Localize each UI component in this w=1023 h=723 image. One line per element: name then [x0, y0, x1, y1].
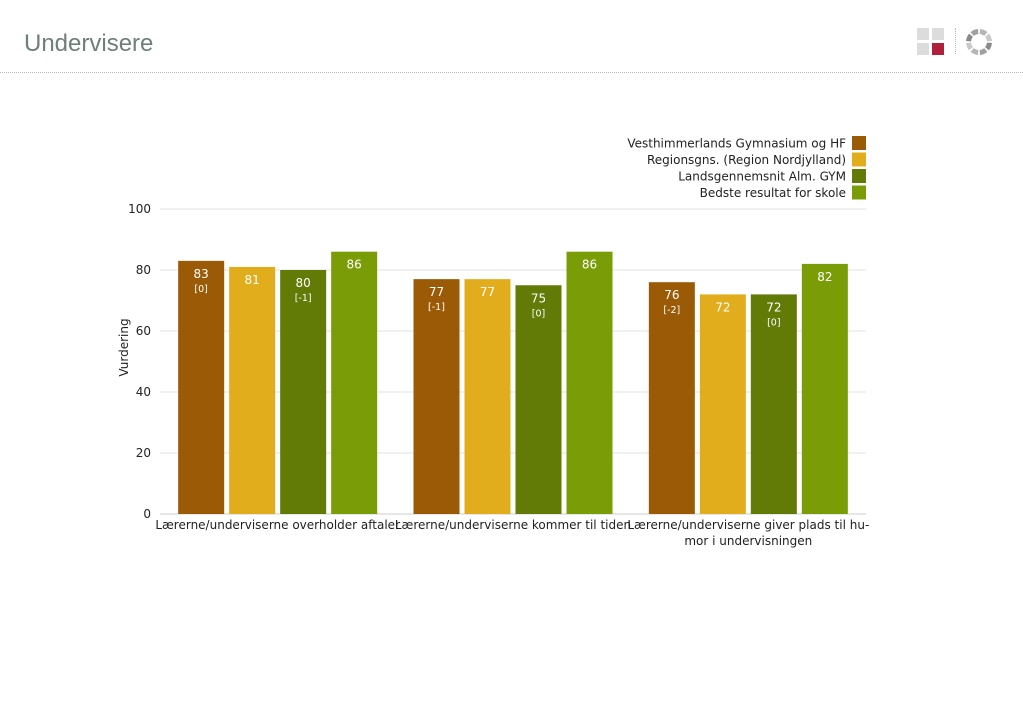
y-tick-label: 40 [136, 385, 151, 399]
data-label: 81 [245, 273, 260, 287]
bar [699, 294, 746, 514]
legend-label: Bedste resultat for skole [700, 186, 846, 200]
bar [331, 251, 378, 514]
data-label: 86 [347, 258, 362, 272]
legend-swatch [852, 169, 866, 183]
data-label: 83 [194, 267, 209, 281]
logo-square [932, 43, 944, 55]
data-sublabel: [0] [767, 317, 780, 328]
bar [413, 279, 460, 514]
data-sublabel: [-1] [428, 302, 445, 313]
y-tick-label: 20 [136, 446, 151, 460]
x-tick-label: mor i undervisningen [684, 534, 812, 548]
ring-segment [984, 33, 992, 42]
ring-segment [970, 47, 979, 55]
ring-segment [979, 47, 988, 55]
data-label: 77 [480, 285, 495, 299]
ring-segment [966, 42, 974, 51]
x-tick-label: Lærerne/underviserne kommer til tiden [395, 518, 631, 532]
y-tick-label: 0 [143, 507, 151, 521]
logo-divider [955, 28, 956, 54]
circular-segments-icon [966, 29, 992, 55]
bar [648, 282, 695, 514]
bar [464, 279, 511, 514]
data-sublabel: [-2] [663, 305, 680, 316]
page-title: Undervisere [24, 30, 154, 57]
legend-label: Regionsgns. (Region Nordjylland) [647, 153, 846, 167]
logo-square [917, 43, 929, 55]
bar [750, 294, 797, 514]
y-tick-label: 60 [136, 324, 151, 338]
title-divider [0, 72, 1023, 73]
data-label: 82 [817, 270, 832, 284]
data-label: 76 [664, 288, 679, 302]
y-tick-label: 80 [136, 263, 151, 277]
data-label: 72 [715, 300, 730, 314]
data-sublabel: [-1] [295, 293, 312, 304]
logo-square [932, 28, 944, 40]
ring-segment [979, 29, 988, 37]
ring-segment [966, 33, 974, 42]
legend-swatch [852, 136, 866, 150]
data-label: 77 [429, 285, 444, 299]
data-sublabel: [0] [194, 284, 207, 295]
data-label: 86 [582, 258, 597, 272]
grid-logo-icon [917, 28, 945, 56]
y-tick-label: 100 [128, 202, 151, 216]
logo-square [917, 28, 929, 40]
bar [178, 260, 225, 514]
legend-swatch [852, 185, 866, 200]
data-label: 75 [531, 291, 546, 305]
y-axis-label: Vurdering [117, 318, 131, 376]
data-label: 80 [296, 276, 311, 290]
legend-label: Landsgennemsnit Alm. GYM [678, 170, 846, 184]
bar [280, 270, 327, 514]
data-label: 72 [766, 300, 781, 314]
bar [566, 251, 613, 514]
legend-label: Vesthimmerlands Gymnasium og HF [627, 137, 846, 151]
data-sublabel: [0] [532, 308, 545, 319]
ring-segment [970, 29, 979, 37]
bar [801, 263, 848, 514]
ring-segment [984, 42, 992, 51]
legend-swatch [852, 152, 866, 167]
bar [229, 266, 276, 514]
x-tick-label: Lærerne/underviserne giver plads til hu- [627, 518, 869, 532]
bar [515, 285, 562, 514]
x-tick-label: Lærerne/underviserne overholder aftaler [155, 518, 400, 532]
